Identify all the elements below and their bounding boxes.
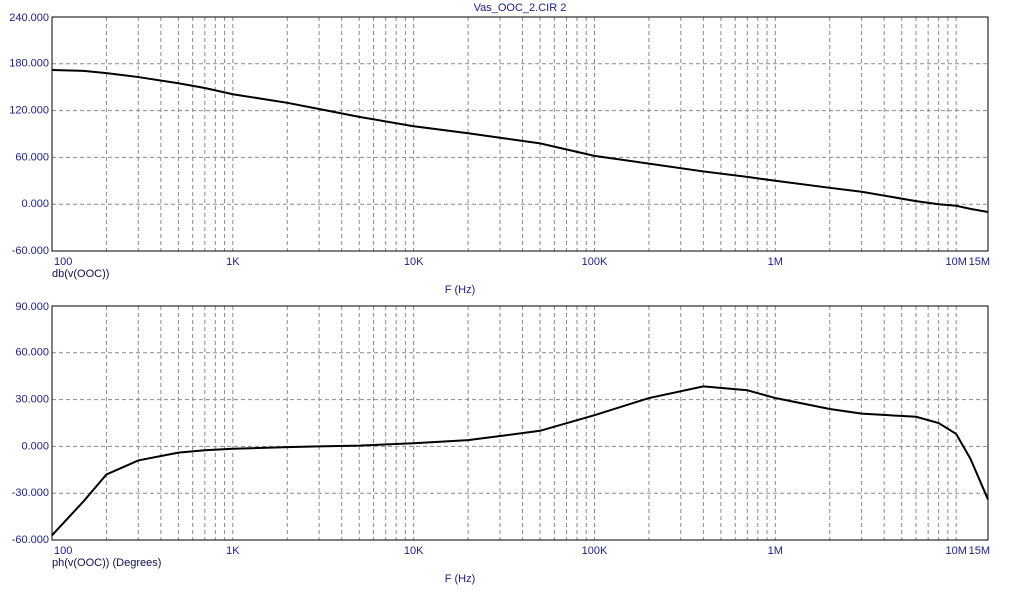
x-tick-label: 100K	[582, 545, 608, 557]
y-tick-label: 0.000	[21, 198, 49, 210]
x-tick-label: 100	[54, 256, 72, 268]
y-tick-label: 30.000	[15, 394, 49, 406]
x-tick-label: 100	[54, 545, 72, 557]
y-tick-label: 120.000	[9, 105, 49, 117]
x-axis-label: F (Hz)	[445, 573, 476, 585]
plot-frame	[51, 305, 989, 541]
data-line	[51, 69, 989, 213]
x-tick-label: 1M	[768, 256, 783, 268]
y-tick-label: 60.000	[15, 347, 49, 359]
y-tick-label: 0.000	[21, 440, 49, 452]
x-tick-label: 10K	[404, 256, 424, 268]
y-axis-label: db(v(OOC))	[52, 268, 109, 280]
x-tick-label: 1K	[226, 545, 240, 557]
y-tick-label: 180.000	[9, 58, 49, 70]
y-tick-label: 240.000	[9, 12, 49, 24]
y-tick-label: 60.000	[15, 151, 49, 163]
x-tick-label: 1M	[768, 545, 783, 557]
y-tick-label: -60.000	[12, 534, 49, 546]
y-tick-label: -60.000	[12, 245, 49, 257]
x-axis-label: F (Hz)	[445, 284, 476, 296]
x-tick-label: 15M	[969, 256, 990, 268]
x-tick-label: 1K	[226, 256, 240, 268]
y-axis-label: ph(v(OOC)) (Degrees)	[52, 557, 161, 569]
x-tick-label: 10M	[945, 545, 966, 557]
x-tick-label: 10M	[945, 256, 966, 268]
data-line	[51, 385, 989, 537]
x-tick-label: 10K	[404, 545, 424, 557]
x-tick-label: 15M	[969, 545, 990, 557]
plot-frame	[51, 16, 989, 252]
chart-title: Vas_OOC_2.CIR 2	[474, 2, 567, 14]
x-tick-label: 100K	[582, 256, 608, 268]
y-tick-label: -30.000	[12, 487, 49, 499]
y-tick-label: 90.000	[15, 301, 49, 313]
